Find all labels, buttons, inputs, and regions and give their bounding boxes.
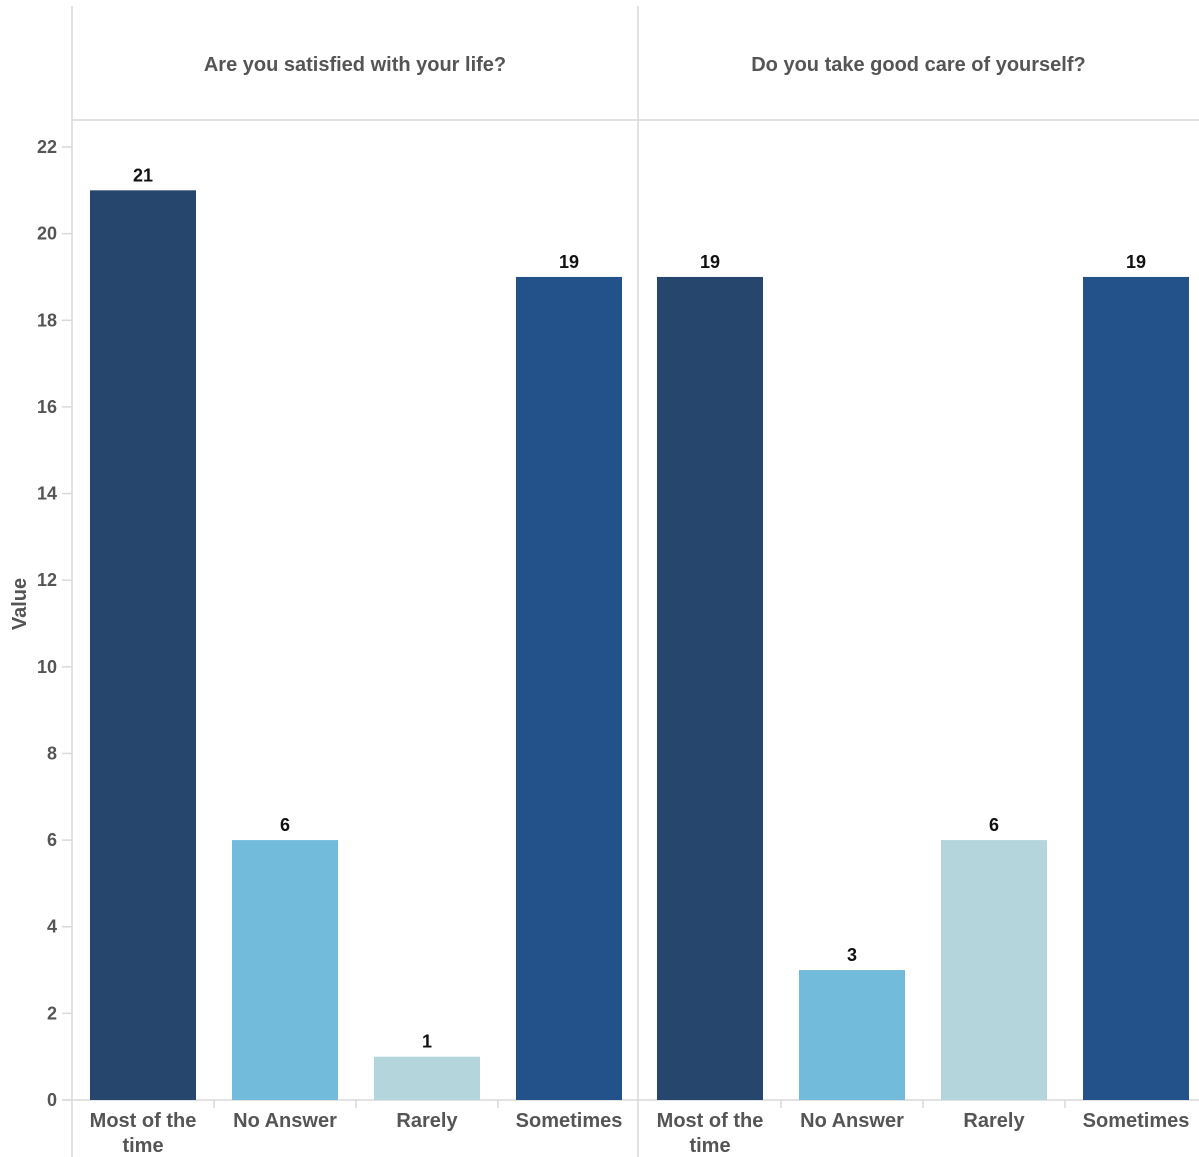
- data-label: 6: [989, 815, 999, 835]
- data-label: 19: [700, 252, 720, 272]
- x-tick-label: Most of the time: [90, 1110, 197, 1157]
- bar[interactable]: [232, 840, 338, 1100]
- y-tick-label: 10: [37, 657, 57, 677]
- bar[interactable]: [1083, 276, 1189, 1100]
- y-tick-label: 8: [47, 743, 57, 763]
- data-label: 1: [422, 1032, 432, 1052]
- panel-2: Do you take good care of yourself? 19 Most…: [657, 54, 1190, 1157]
- x-tick-label: Sometimes: [516, 1110, 623, 1132]
- x-tick-label: Rarely: [963, 1110, 1025, 1132]
- y-tick-label: 14: [37, 484, 57, 504]
- bar[interactable]: [941, 840, 1047, 1100]
- data-label: 19: [559, 252, 579, 272]
- bar[interactable]: [657, 276, 763, 1100]
- y-tick-label: 20: [37, 224, 57, 244]
- chart-panels: Are you satisfied with your life? 21 Most …: [90, 54, 1190, 1157]
- x-tick-label: No Answer: [800, 1110, 904, 1132]
- x-tick-label: Rarely: [396, 1110, 458, 1132]
- data-label: 19: [1126, 252, 1146, 272]
- y-tick-label: 6: [47, 830, 57, 850]
- y-tick-label: 22: [37, 137, 57, 157]
- data-label: 3: [847, 945, 857, 965]
- bar[interactable]: [374, 1056, 480, 1100]
- y-tick-label: 2: [47, 1003, 57, 1023]
- panel-title: Are you satisfied with your life?: [204, 54, 506, 76]
- panel-1: Are you satisfied with your life? 21 Most …: [90, 54, 623, 1157]
- y-tick-label: 0: [47, 1090, 57, 1110]
- bar[interactable]: [799, 970, 905, 1100]
- y-axis-title: Value: [9, 578, 31, 630]
- y-tick-label: 18: [37, 310, 57, 330]
- x-tick-label: Most of the time: [657, 1110, 764, 1157]
- bar[interactable]: [516, 276, 622, 1100]
- panel-title: Do you take good care of yourself?: [751, 54, 1086, 76]
- bar[interactable]: [90, 190, 196, 1100]
- y-tick-label: 12: [37, 570, 57, 590]
- y-tick-label: 4: [47, 917, 57, 937]
- data-label: 21: [133, 165, 153, 185]
- x-tick-label: No Answer: [233, 1110, 337, 1132]
- y-tick-label: 16: [37, 397, 57, 417]
- x-tick-label: Sometimes: [1083, 1110, 1190, 1132]
- data-label: 6: [280, 815, 290, 835]
- y-axis: 0 2 4 6 8 10 12 14 16 18 20 22: [37, 137, 72, 1110]
